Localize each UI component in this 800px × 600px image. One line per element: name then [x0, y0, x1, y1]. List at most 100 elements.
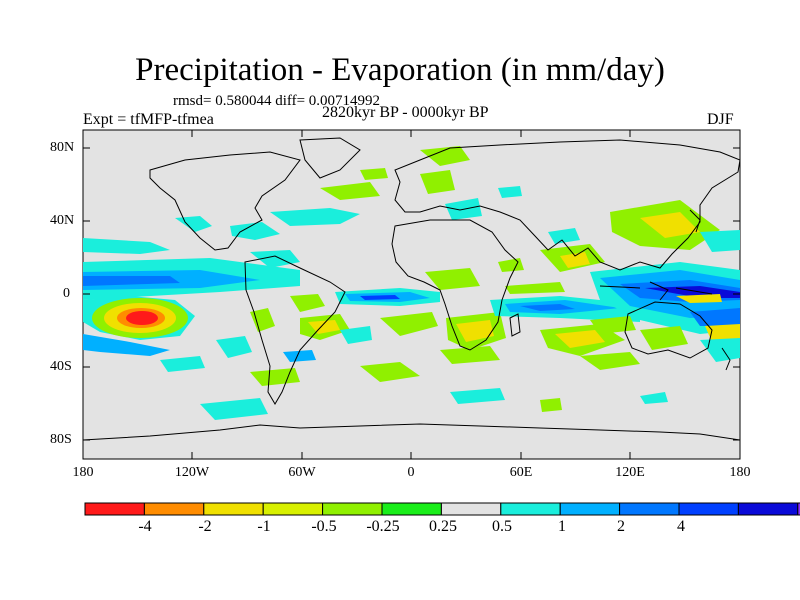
anomaly-patch — [505, 282, 565, 294]
anomaly-patch — [540, 398, 562, 412]
anomaly-patch — [420, 146, 470, 166]
colorbar-cell — [797, 502, 800, 516]
colorbar-label: -1 — [257, 518, 271, 535]
anomaly-patch — [676, 294, 722, 303]
y-label-0: 0 — [63, 286, 70, 301]
colorbar-label: 0.5 — [492, 518, 512, 535]
coastline-madagascar — [509, 313, 521, 337]
anomaly-patch — [160, 356, 205, 372]
coastline-greenland — [299, 137, 361, 179]
colorbar-cell — [381, 502, 442, 516]
anomaly-patch — [290, 294, 325, 312]
x-axis-ticks — [191, 130, 631, 459]
anomaly-patch — [360, 168, 388, 180]
coastline-eurasia — [394, 139, 740, 271]
coastlines — [83, 137, 740, 441]
colorbar-cell — [203, 502, 264, 516]
colorbar-cell — [737, 502, 799, 516]
colorbar-label: -0.25 — [366, 518, 400, 535]
anomaly-patch — [83, 334, 170, 356]
colorbar-cell — [440, 502, 502, 516]
season-label: DJF — [707, 111, 734, 128]
colorbar-cell — [678, 502, 739, 516]
anomaly-patch — [360, 295, 400, 300]
anomaly-patch — [520, 304, 575, 311]
anomaly-patch — [700, 338, 740, 362]
colorbar-cell — [84, 502, 145, 516]
colorbar-cell — [143, 502, 205, 516]
anomaly-patch — [250, 368, 300, 386]
anomaly-patch — [283, 350, 316, 362]
x-label-60w: 60W — [288, 465, 316, 480]
anomaly-patch — [320, 182, 380, 200]
anomaly-patch — [200, 398, 268, 420]
y-label-40n: 40N — [50, 213, 75, 228]
anomaly-patch — [580, 352, 640, 370]
anomaly-patch — [126, 311, 158, 325]
anomaly-patch — [450, 388, 505, 404]
x-label-180e: 180 — [729, 465, 751, 480]
anomaly-patch — [640, 212, 700, 238]
anomaly-patch — [640, 326, 688, 350]
anomaly-patch — [440, 346, 500, 364]
coastline-maritime-continent — [599, 281, 713, 301]
anomaly-patch — [548, 228, 580, 244]
anomaly-patch — [380, 312, 438, 336]
anomaly-patch — [690, 308, 740, 326]
anomaly-patch — [340, 326, 372, 344]
colorbar-label: -2 — [198, 518, 212, 535]
anomaly-patch — [83, 276, 180, 286]
anomaly-patch — [216, 336, 252, 358]
colorbar-cell — [322, 502, 383, 516]
coastline-japan — [689, 209, 701, 233]
colorbar-cell — [500, 502, 561, 516]
colorbar-label: 0.25 — [429, 518, 457, 535]
y-label-80s: 80S — [50, 432, 72, 447]
y-axis-ticks — [83, 147, 740, 441]
anomaly-patch — [700, 230, 740, 252]
x-label-0: 0 — [407, 465, 415, 480]
x-label-120e: 120E — [615, 465, 645, 480]
anomaly-patch — [250, 250, 300, 268]
anomaly-patch — [456, 320, 494, 342]
coastline-africa — [391, 219, 519, 351]
stats-line: rmsd= 0.580044 diff= 0.00714992 — [173, 93, 381, 109]
coastline-north-america — [149, 151, 301, 251]
colorbar-label: -0.5 — [311, 518, 337, 535]
colorbar-cell — [619, 502, 680, 516]
anomaly-patch — [270, 208, 360, 226]
colorbar-label: 4 — [677, 518, 685, 535]
anomaly-patch — [705, 324, 740, 342]
anomaly-patch — [498, 186, 522, 198]
anomaly-patch — [640, 392, 668, 404]
colorbar-cell — [262, 502, 324, 516]
colorbar — [84, 502, 800, 516]
colorbar-label: 1 — [558, 518, 566, 535]
coastline-antarctica — [83, 423, 740, 441]
anomaly-patch — [360, 362, 420, 382]
experiment-label: Expt = tfMFP-tfmea — [83, 111, 214, 128]
anomaly-patch — [230, 222, 280, 240]
coastline-new-zealand — [721, 347, 731, 371]
colorbar-label: -4 — [138, 518, 152, 535]
x-label-180w: 180 — [72, 465, 94, 480]
anomaly-patch — [308, 320, 340, 334]
anomaly-patch — [560, 252, 590, 268]
y-label-40s: 40S — [50, 359, 72, 374]
colorbar-label: 2 — [617, 518, 625, 535]
chart-title: Precipitation - Evaporation (in mm/day) — [135, 52, 665, 88]
anomaly-patch — [425, 268, 480, 290]
colorbar-cell — [559, 502, 621, 516]
anomaly-patch — [555, 330, 605, 348]
y-label-80n: 80N — [50, 140, 75, 155]
coastline-australia — [624, 301, 713, 359]
anomaly-patch — [590, 316, 636, 334]
x-label-60e: 60E — [509, 465, 533, 480]
anomaly-patch — [420, 170, 455, 194]
anomaly-patch — [83, 238, 170, 254]
anomaly-patch — [250, 308, 275, 332]
coastline-south-america — [244, 255, 346, 405]
x-label-120w: 120W — [174, 465, 210, 480]
period-label: 2820kyr BP - 0000kyr BP — [322, 104, 489, 121]
